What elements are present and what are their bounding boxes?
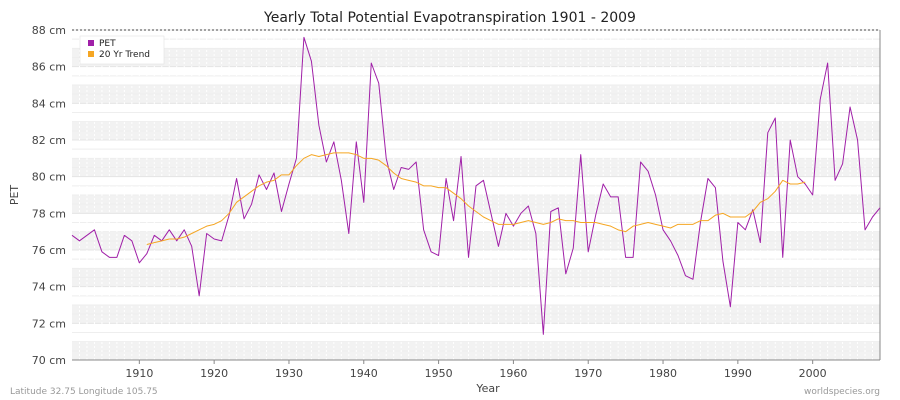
y-tick-label: 86 cm: [32, 61, 66, 74]
legend-label-trend: 20 Yr Trend: [99, 50, 150, 60]
legend-label-pet: PET: [99, 39, 116, 49]
x-tick-label: 2000: [799, 367, 827, 380]
x-axis-label: Year: [475, 382, 500, 395]
footer-source: worldspecies.org: [804, 387, 880, 397]
x-tick-label: 1940: [350, 367, 378, 380]
y-tick-label: 88 cm: [32, 24, 66, 37]
x-tick-label: 1960: [499, 367, 527, 380]
x-tick-label: 1930: [275, 367, 303, 380]
x-tick-label: 1970: [574, 367, 602, 380]
y-tick-label: 76 cm: [32, 244, 66, 257]
y-axis-label: PET: [8, 185, 21, 206]
y-tick-label: 70 cm: [32, 354, 66, 367]
series-lines: [71, 36, 881, 335]
y-tick-label: 74 cm: [32, 281, 66, 294]
legend-swatch-pet: [88, 40, 94, 46]
x-tick-label: 1910: [125, 367, 153, 380]
x-tick-label: 1950: [425, 367, 453, 380]
x-tick-label: 1920: [200, 367, 228, 380]
legend: PET 20 Yr Trend: [79, 35, 165, 65]
grid: [72, 29, 880, 361]
series-line-trend: [146, 152, 806, 245]
legend-swatch-trend: [88, 51, 94, 57]
y-tick-label: 80 cm: [32, 171, 66, 184]
footer-coordinates: Latitude 32.75 Longitude 105.75: [10, 387, 158, 397]
x-tick-label: 1980: [649, 367, 677, 380]
y-tick-label: 84 cm: [32, 97, 66, 110]
y-tick-labels: 70 cm 72 cm 74 cm 76 cm 78 cm 80 cm 82 cm 84 cm…: [32, 24, 66, 367]
y-tick-label: 82 cm: [32, 134, 66, 147]
x-tick-labels: 1910 1920 1930 1940 1950 1960 1970 1980 1990 2000: [125, 367, 826, 380]
y-tick-label: 72 cm: [32, 317, 66, 330]
chart-title: Yearly Total Potential Evapotranspiratio…: [263, 10, 636, 26]
axes: [72, 30, 881, 364]
y-tick-label: 78 cm: [32, 207, 66, 220]
x-tick-label: 1990: [724, 367, 752, 380]
series-line-pet: [71, 36, 881, 335]
